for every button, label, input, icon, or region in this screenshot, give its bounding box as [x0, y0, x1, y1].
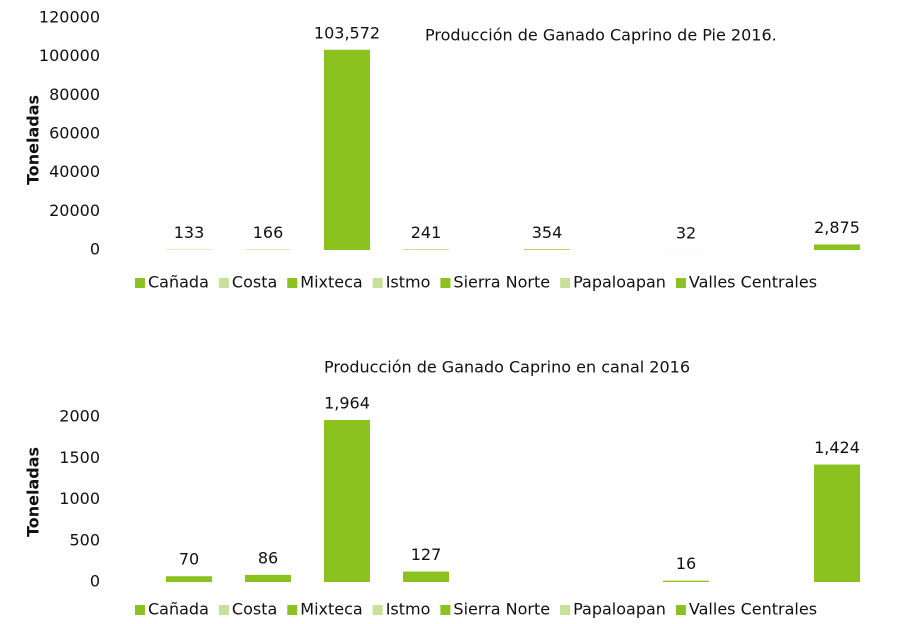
- bar: [814, 464, 860, 582]
- value-label: 86: [258, 548, 278, 567]
- legend-label: Istmo: [386, 273, 431, 292]
- legend-marker: [372, 278, 383, 288]
- legend-marker: [560, 605, 571, 615]
- legend-marker: [287, 605, 298, 615]
- y-tick-label: 120000: [39, 8, 100, 27]
- legend-label: Istmo: [386, 600, 431, 619]
- legend-label: Papaloapan: [573, 600, 666, 619]
- y-tick-label: 1500: [59, 448, 100, 467]
- bar: [663, 580, 709, 582]
- value-label: 103,572: [314, 23, 380, 42]
- legend-marker: [675, 605, 686, 615]
- value-label: 241: [411, 223, 442, 242]
- value-label: 70: [179, 550, 199, 569]
- legend-label: Valles Centrales: [689, 600, 817, 619]
- bar: [324, 49, 370, 250]
- legend-label: Costa: [232, 273, 277, 292]
- legend-label: Papaloapan: [573, 273, 666, 292]
- bar: [324, 419, 370, 582]
- y-tick-label: 1000: [59, 489, 100, 508]
- legend-marker: [135, 605, 145, 615]
- legend-marker: [675, 278, 686, 288]
- value-label: 2,875: [814, 218, 860, 237]
- bar: [245, 574, 291, 582]
- chart-title: Producción de Ganado Caprino en canal 20…: [324, 358, 690, 377]
- legend-marker: [560, 278, 571, 288]
- bar: [403, 571, 449, 582]
- value-label: 133: [174, 223, 205, 242]
- legend-label: Costa: [232, 600, 277, 619]
- y-tick-label: 0: [90, 240, 100, 259]
- y-tick-label: 100000: [39, 46, 100, 65]
- value-label: 354: [532, 223, 563, 242]
- value-label: 1,964: [324, 393, 370, 412]
- legend-marker: [218, 278, 229, 288]
- value-label: 127: [411, 545, 442, 564]
- bar: [166, 576, 212, 582]
- legend-marker: [218, 605, 229, 615]
- y-tick-label: 80000: [49, 85, 100, 104]
- value-label: 32: [676, 223, 696, 242]
- legend-marker: [135, 278, 145, 288]
- y-tick-label: 20000: [49, 201, 100, 220]
- y-tick-label: 2000: [59, 407, 100, 426]
- legend-marker: [287, 278, 298, 288]
- legend-marker: [440, 605, 451, 615]
- y-tick-label: 0: [90, 572, 100, 591]
- value-label: 166: [253, 223, 284, 242]
- value-label: 1,424: [814, 438, 860, 457]
- legend-label: Valles Centrales: [689, 273, 817, 292]
- legend-label: Mixteca: [300, 273, 362, 292]
- legend-label: Sierra Norte: [453, 600, 550, 619]
- y-axis-label: Toneladas: [24, 95, 43, 185]
- y-tick-label: 60000: [49, 124, 100, 143]
- bar: [814, 244, 860, 250]
- legend-label: Cañada: [148, 273, 209, 292]
- legend-label: Mixteca: [300, 600, 362, 619]
- legend-label: Sierra Norte: [453, 273, 550, 292]
- y-tick-label: 40000: [49, 162, 100, 181]
- legend-label: Cañada: [148, 600, 209, 619]
- legend-marker: [440, 278, 451, 288]
- bar: [524, 249, 570, 250]
- y-axis-label: Toneladas: [24, 447, 43, 537]
- chart-title: Producción de Ganado Caprino de Pie 2016…: [425, 26, 777, 45]
- value-label: 16: [676, 554, 696, 573]
- legend-marker: [372, 605, 383, 615]
- y-tick-label: 500: [69, 530, 100, 549]
